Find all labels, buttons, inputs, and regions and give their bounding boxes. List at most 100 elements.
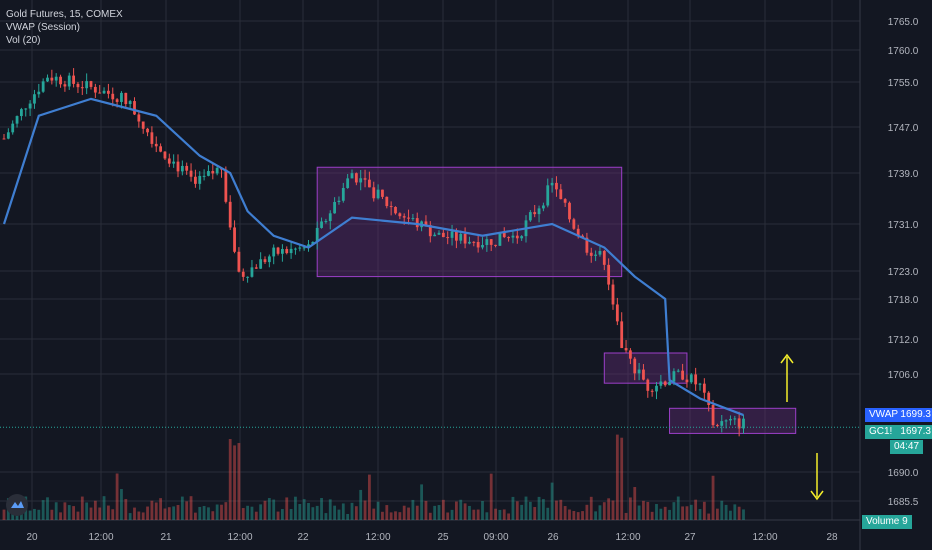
volume-bar (180, 496, 184, 520)
candle-body (415, 218, 419, 228)
volume-bar (446, 512, 450, 520)
volume-bar (572, 510, 576, 520)
candle-body (93, 86, 97, 93)
volume-bar (28, 510, 32, 520)
candle-body (568, 202, 571, 220)
volume-tag: Volume 9 (862, 515, 912, 529)
candle-body (424, 221, 428, 226)
volume-bar (285, 497, 289, 520)
candle-body (185, 165, 189, 171)
candle-body (207, 171, 210, 176)
volume-indicator-label[interactable]: Vol (20) (6, 35, 41, 46)
volume-bar (320, 498, 323, 520)
candle-body (533, 212, 537, 215)
volume-bar (250, 506, 254, 520)
candle-body (494, 244, 497, 246)
candle-body (372, 187, 376, 199)
candle-body (376, 189, 380, 199)
candle-body (128, 101, 132, 105)
candle-body (455, 231, 458, 241)
volume-bar (398, 512, 402, 520)
candle-body (46, 77, 49, 82)
candle-body (407, 217, 410, 219)
volume-bar (424, 500, 428, 520)
time-tick-label: 26 (547, 532, 559, 543)
candle-body (346, 178, 350, 188)
volume-bar (324, 513, 328, 520)
candle-body (311, 241, 315, 245)
volume-bar (394, 511, 397, 520)
candle-body (328, 213, 332, 222)
candle-body (515, 235, 519, 239)
candle-body (11, 123, 15, 133)
candle-body (676, 370, 680, 372)
volume-bar (346, 513, 350, 520)
volume-bar (89, 507, 93, 520)
candle-body (611, 284, 615, 305)
candle-body (167, 158, 171, 164)
candle-body (637, 369, 641, 374)
volume-bar (207, 507, 210, 520)
volume-bar (102, 496, 106, 520)
volume-tag-value: 9 (902, 516, 908, 527)
volume-bar (720, 500, 724, 520)
candle-body (159, 146, 162, 152)
candle-body (307, 244, 310, 248)
candle-body (133, 101, 136, 115)
volume-bar (154, 502, 158, 520)
candle-body (72, 75, 75, 84)
candle-body (172, 161, 176, 164)
price-tick-label: 1706.0 (888, 370, 919, 381)
candle-body (315, 227, 319, 242)
volume-bar (737, 506, 741, 520)
volume-bar (420, 484, 423, 520)
volume-bar (311, 507, 315, 520)
candle-body (428, 225, 432, 237)
candle-body (120, 92, 123, 102)
candle-body (459, 233, 463, 241)
volume-bar (337, 509, 341, 520)
price-tick-label: 1712.0 (888, 335, 919, 346)
volume-bar (702, 501, 706, 520)
candle-body (550, 182, 554, 186)
volume-bar (59, 512, 62, 520)
volume-bar (85, 502, 89, 520)
volume-bar (598, 505, 602, 520)
candle-body (337, 200, 341, 202)
candle-body (389, 206, 393, 208)
volume-bar (63, 502, 67, 520)
candle-body (15, 116, 19, 124)
volume-bar (298, 503, 302, 520)
volume-bar (281, 509, 284, 520)
volume-bar (716, 508, 719, 520)
candle-body (202, 175, 206, 177)
volume-bar (289, 509, 293, 520)
volume-bar (546, 507, 550, 520)
candle-body (724, 420, 728, 422)
volume-bar (67, 505, 71, 520)
candle-body (241, 271, 245, 277)
vwap-indicator-label[interactable]: VWAP (Session) (6, 22, 80, 33)
candle-body (485, 239, 489, 245)
price-tick-label: 1731.0 (888, 220, 919, 231)
tradingview-logo-icon[interactable] (6, 494, 28, 516)
volume-bar (241, 508, 245, 520)
volume-bar (407, 507, 410, 520)
volume-bar (637, 505, 641, 520)
candle-body (2, 138, 6, 140)
volume-bar (542, 499, 545, 520)
volume-bar (611, 500, 615, 520)
volume-bar (189, 496, 193, 520)
candle-body (711, 404, 715, 426)
candle-body (246, 276, 249, 278)
price-tick-label: 1685.5 (888, 497, 919, 508)
candle-body (707, 392, 711, 405)
candle-body (115, 99, 119, 102)
time-tick-label: 12:00 (615, 532, 640, 543)
volume-bar (385, 505, 389, 520)
volume-bar (2, 509, 6, 520)
candle-body (502, 232, 506, 238)
candle-body (585, 237, 589, 253)
volume-bar (133, 507, 136, 520)
